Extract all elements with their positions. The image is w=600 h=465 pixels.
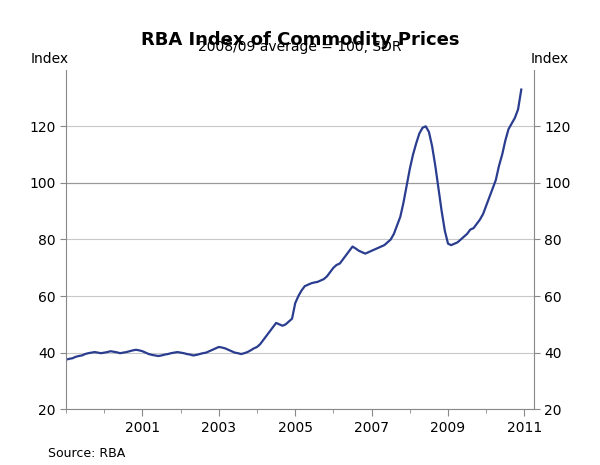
Text: 2008/09 average = 100, SDR: 2008/09 average = 100, SDR: [198, 40, 402, 53]
Text: Index: Index: [531, 53, 569, 66]
Text: Source: RBA: Source: RBA: [48, 447, 125, 460]
Title: RBA Index of Commodity Prices: RBA Index of Commodity Prices: [141, 31, 459, 49]
Text: Index: Index: [31, 53, 69, 66]
